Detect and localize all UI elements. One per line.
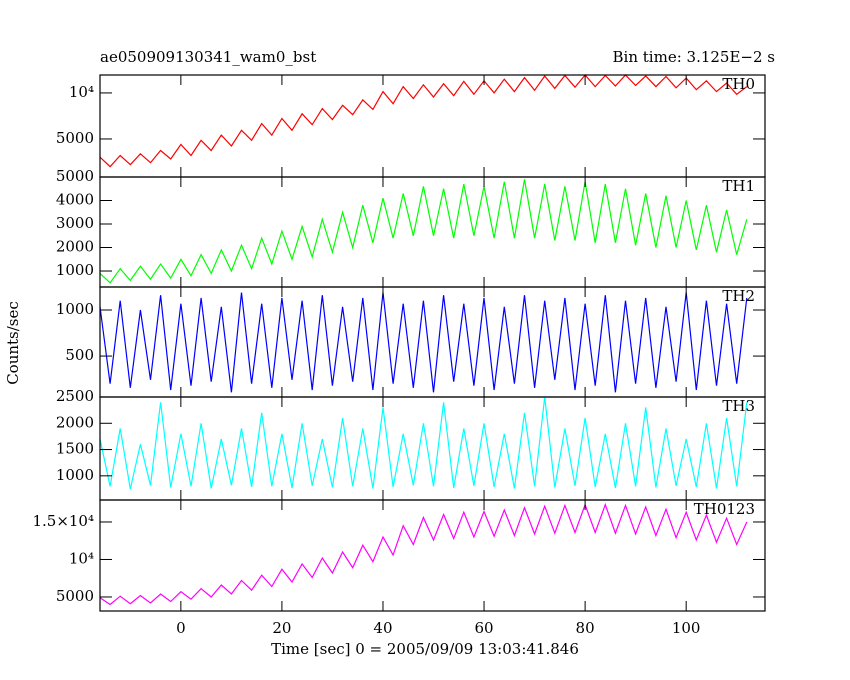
y-tick-label: 1000 [56,300,94,318]
y-tick-label: 10⁴ [69,83,94,101]
x-tick-label: 0 [176,619,186,637]
y-tick-label: 1500 [56,440,94,458]
chart-title: ae050909130341_wam0_bst [100,48,316,66]
panel-label: TH0123 [694,500,755,518]
x-tick-label: 80 [576,619,595,637]
x-tick-label: 40 [373,619,392,637]
light-curve [99,502,748,606]
light-curve [99,179,748,284]
panel-label: TH0 [722,75,755,93]
panel-label: TH1 [722,177,755,195]
chart-subtitle: Bin time: 3.125E−2 s [613,48,775,66]
y-tick-label: 2000 [56,238,94,256]
y-tick-label: 4000 [56,191,94,209]
panel-frame [99,396,766,501]
y-tick-label: 3000 [56,214,94,232]
y-tick-label: 500 [65,346,94,364]
panel-label: TH2 [722,287,755,305]
y-tick-label: 2500 [56,387,94,405]
x-axis-label: Time [sec] 0 = 2005/09/09 13:03:41.846 [271,640,579,658]
y-tick-label: 10⁴ [69,549,94,567]
y-tick-label: 5000 [56,587,94,605]
light-curve [99,74,748,168]
x-tick-label: 60 [474,619,493,637]
panel-frame [99,74,766,178]
y-tick-label: 1000 [56,261,94,279]
y-tick-label: 1000 [56,466,94,484]
y-axis-label: Counts/sec [4,301,22,385]
light-curve [99,396,748,490]
x-tick-label: 20 [272,619,291,637]
light-curve [99,292,748,393]
panel-frame [99,499,766,612]
x-tick-label: 100 [672,619,701,637]
y-tick-label: 1.5×10⁴ [32,512,94,530]
panel-label: TH3 [722,397,755,415]
y-tick-label: 5000 [56,129,94,147]
y-tick-label: 5000 [56,167,94,185]
y-tick-label: 2000 [56,413,94,431]
